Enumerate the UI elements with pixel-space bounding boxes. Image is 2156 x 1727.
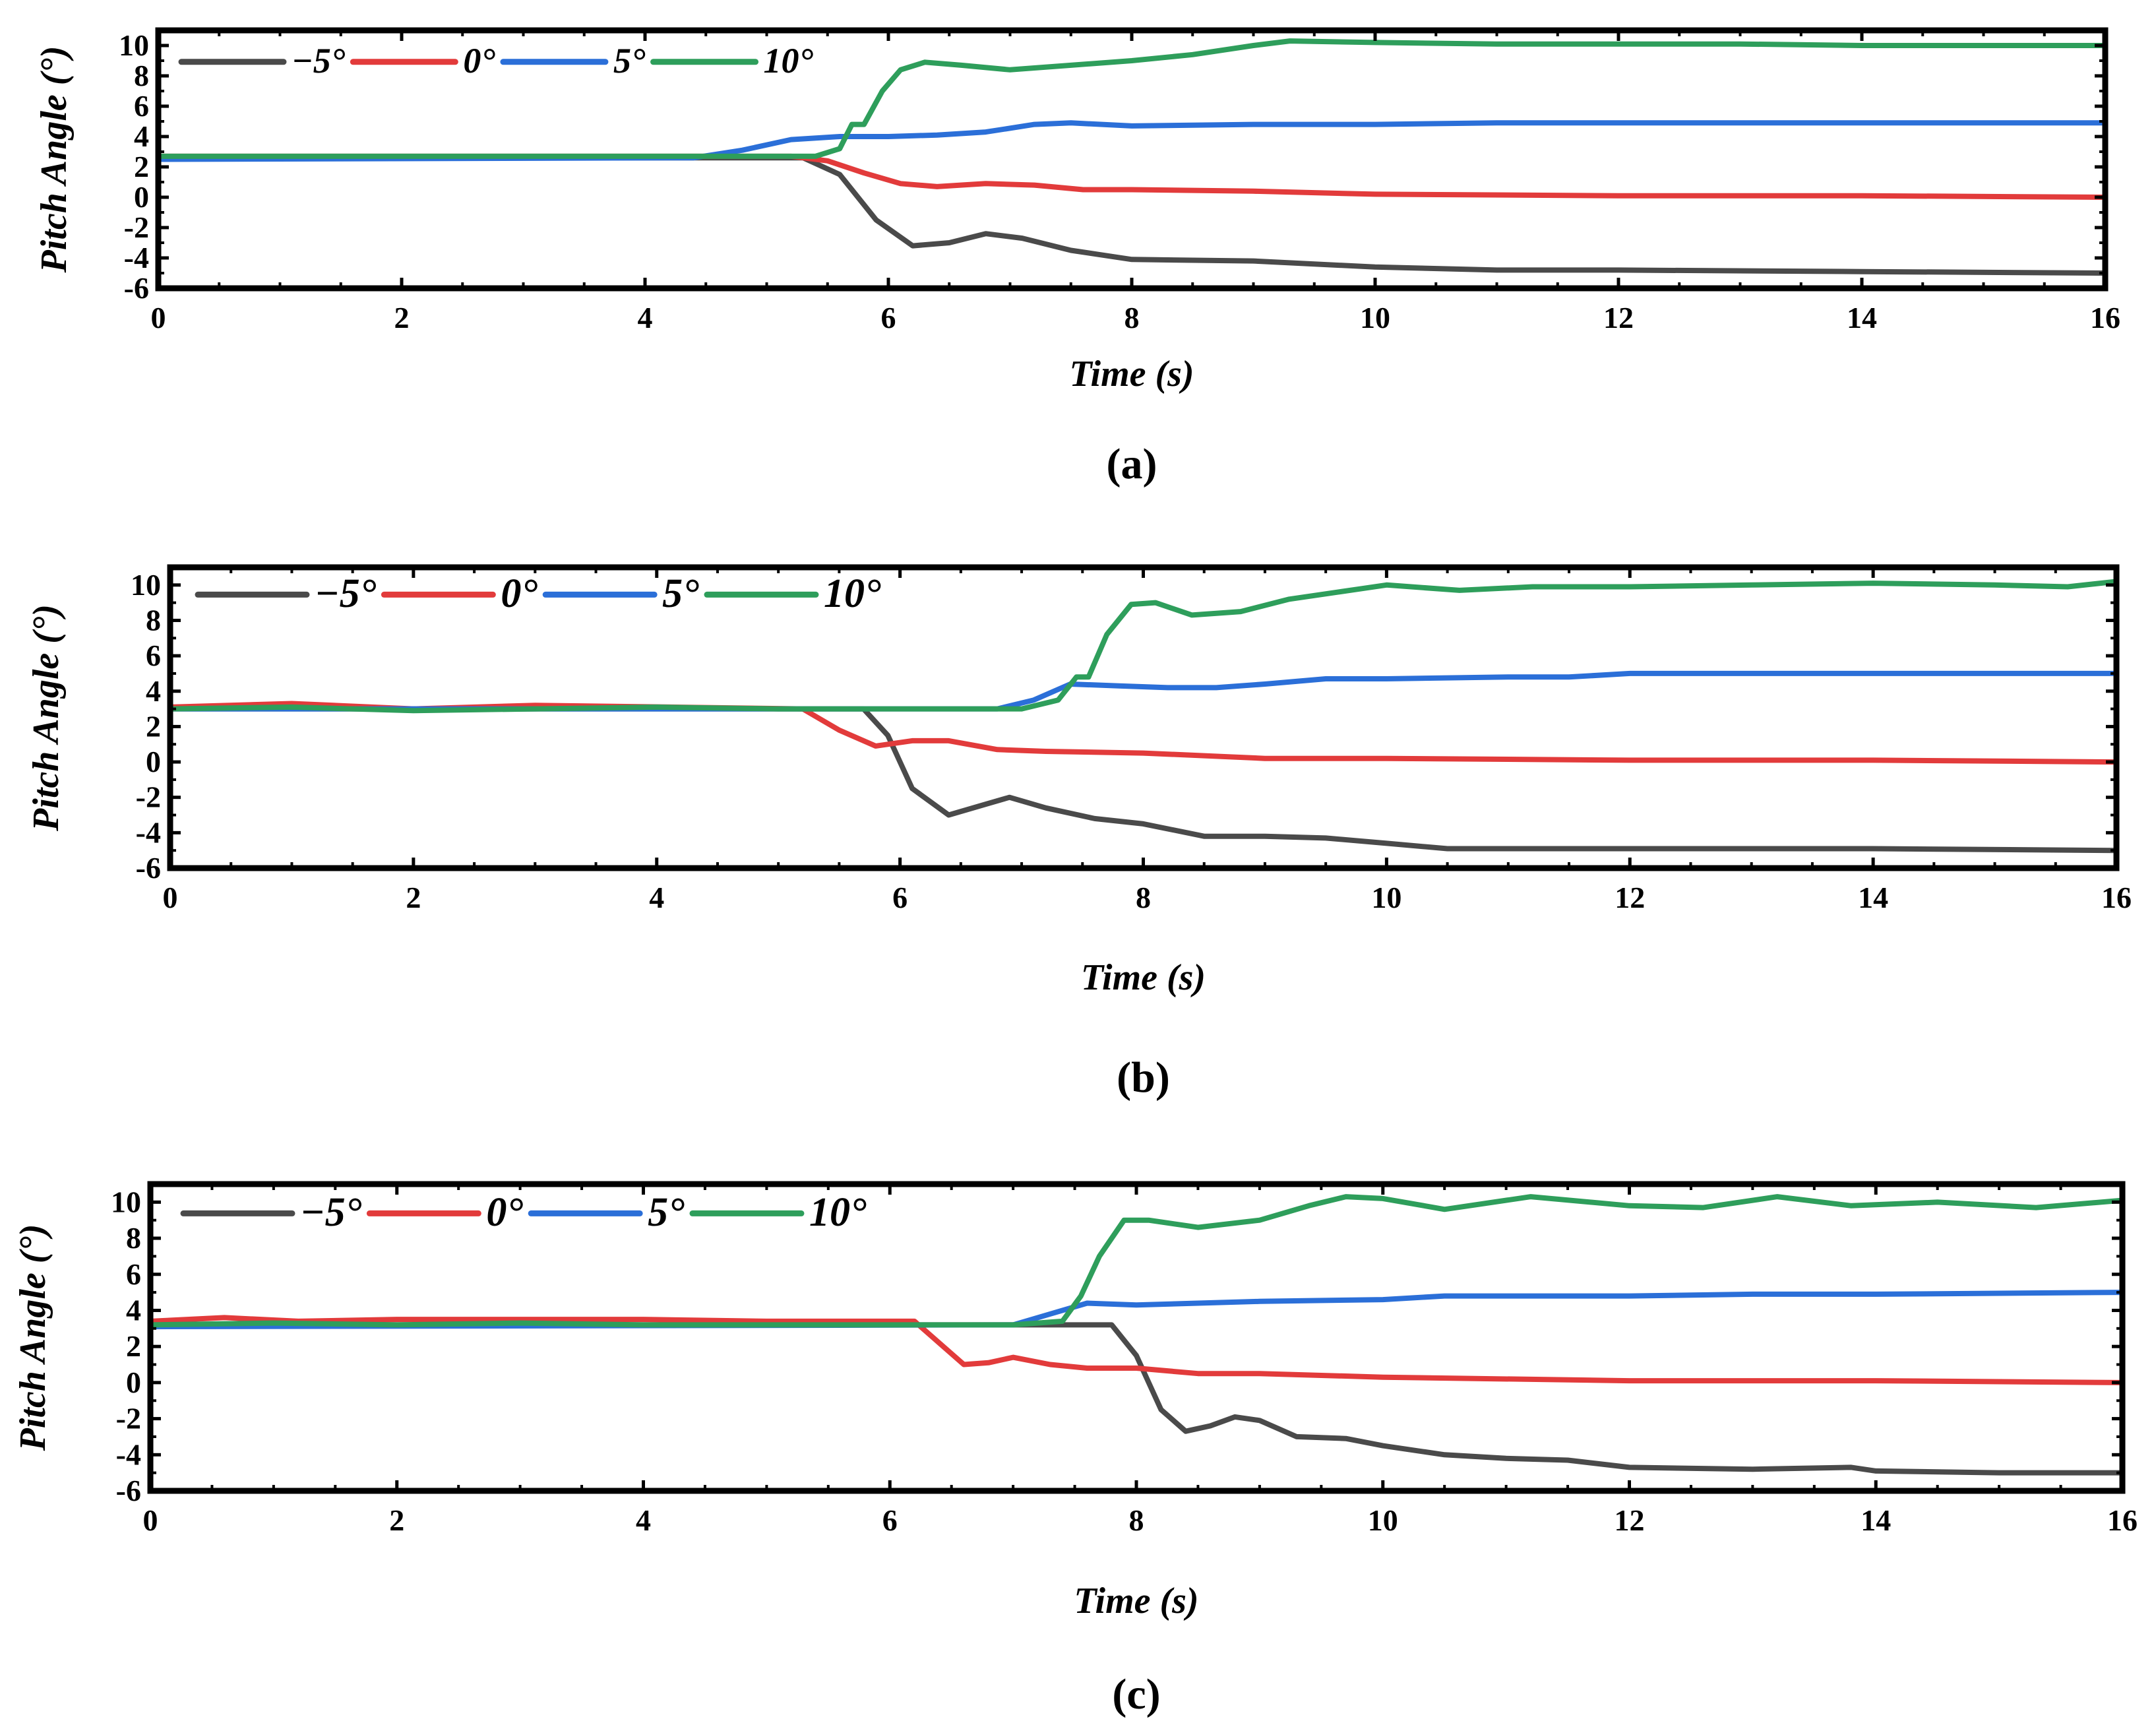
series-line-pos5 [170, 670, 2116, 712]
x-tick-label: 10 [1360, 301, 1390, 334]
legend-label-pos10: 10° [824, 571, 881, 616]
y-tick-label: -2 [136, 780, 161, 814]
y-tick-label: 4 [146, 674, 161, 708]
x-tick-label: 2 [389, 1503, 404, 1537]
legend-label-neg5: −5° [300, 1190, 362, 1235]
legend: −5° 0° 5° 10° [178, 41, 814, 80]
x-tick-label: 6 [882, 1503, 898, 1537]
x-tick-label: 0 [143, 1503, 158, 1537]
x-tick-label: 6 [892, 881, 908, 914]
series-line-neg5 [170, 706, 2116, 854]
y-axis-title: Pitch Angle (°) [26, 604, 67, 832]
y-tick-label: -2 [124, 210, 149, 244]
x-tick-label: 12 [1603, 301, 1634, 334]
series-line-pos5 [150, 1290, 2122, 1330]
x-tick-label: 2 [394, 301, 410, 334]
y-tick-label: 4 [134, 119, 149, 153]
x-tick-label: 16 [2107, 1503, 2138, 1537]
x-tick-label: 4 [649, 881, 664, 914]
x-tick-label: 14 [1861, 1503, 1891, 1537]
y-tick-label: 8 [134, 59, 149, 92]
x-tick-label: 10 [1368, 1503, 1398, 1537]
x-axis-title: Time (s) [1074, 1581, 1198, 1621]
x-tick-label: 8 [1129, 1503, 1144, 1537]
x-tick-label: 16 [2101, 881, 2132, 914]
x-tick-label: 12 [1615, 881, 1645, 914]
legend-label-pos5: 5° [662, 571, 699, 616]
legend-label-zero: 0° [501, 571, 538, 616]
series-line-zero [158, 153, 2105, 200]
plot-lines [170, 579, 2116, 854]
series-line-pos5 [158, 120, 2105, 162]
legend-label-pos10: 10° [809, 1190, 867, 1235]
legend: −5° 0° 5° 10° [180, 1190, 867, 1235]
y-tick-label: 10 [119, 28, 149, 62]
y-tick-label: -4 [116, 1437, 141, 1471]
series-line-pos10 [150, 1194, 2122, 1328]
x-tick-label: 4 [638, 301, 653, 334]
y-tick-label: -6 [116, 1474, 141, 1507]
y-tick-label: -6 [124, 271, 149, 305]
x-tick-label: 2 [406, 881, 421, 914]
plot-frame [147, 1181, 2126, 1494]
legend-label-zero: 0° [463, 41, 495, 80]
plot-lines [158, 38, 2105, 276]
panel-caption: (a) [1107, 440, 1157, 488]
y-tick-label: 2 [146, 709, 161, 743]
y-tick-label: -4 [136, 815, 161, 849]
legend-label-neg5: −5° [292, 41, 346, 80]
series-line-pos10 [158, 38, 2105, 159]
x-tick-label: 4 [636, 1503, 651, 1537]
x-tick-label: 0 [151, 301, 166, 334]
y-tick-label: -6 [136, 851, 161, 885]
y-tick-label: 0 [134, 180, 149, 214]
y-tick-label: -2 [116, 1402, 141, 1435]
y-tick-label: 4 [126, 1293, 141, 1327]
y-axis-title: Pitch Angle (°) [34, 46, 75, 274]
y-tick-label: 0 [126, 1366, 141, 1399]
x-tick-label: 0 [163, 881, 178, 914]
series-line-neg5 [150, 1322, 2122, 1476]
y-tick-label: 0 [146, 745, 161, 778]
legend-label-neg5: −5° [315, 571, 377, 616]
x-tick-label: 8 [1136, 881, 1151, 914]
y-tick-label: 2 [134, 150, 149, 183]
legend: −5° 0° 5° 10° [195, 571, 881, 616]
x-tick-label: 14 [1847, 301, 1877, 334]
x-tick-label: 10 [1371, 881, 1401, 914]
series-line-neg5 [158, 155, 2105, 276]
plot-lines [150, 1194, 2122, 1476]
panel-caption: (c) [1112, 1670, 1160, 1718]
legend-label-pos5: 5° [613, 41, 646, 80]
y-tick-label: 6 [126, 1257, 141, 1291]
x-axis-title: Time (s) [1081, 957, 1206, 998]
x-tick-label: 8 [1124, 301, 1140, 334]
legend-label-pos5: 5° [648, 1190, 685, 1235]
y-tick-label: 6 [134, 89, 149, 123]
y-tick-label: 2 [126, 1329, 141, 1363]
legend-label-pos10: 10° [764, 41, 814, 80]
x-tick-label: 6 [881, 301, 896, 334]
y-tick-label: 8 [146, 603, 161, 637]
y-tick-label: -4 [124, 241, 149, 274]
panel-caption: (b) [1117, 1053, 1170, 1102]
y-tick-label: 10 [111, 1185, 141, 1218]
x-tick-label: 12 [1615, 1503, 1645, 1537]
y-tick-label: 8 [126, 1221, 141, 1255]
y-tick-label: 6 [146, 639, 161, 672]
legend-label-zero: 0° [486, 1190, 523, 1235]
series-line-pos10 [170, 579, 2116, 714]
x-tick-label: 16 [2090, 301, 2120, 334]
x-axis-title: Time (s) [1069, 354, 1194, 394]
y-axis-title: Pitch Angle (°) [13, 1224, 53, 1452]
y-tick-label: 10 [131, 568, 161, 602]
series-line-zero [150, 1315, 2122, 1385]
x-tick-label: 14 [1858, 881, 1888, 914]
